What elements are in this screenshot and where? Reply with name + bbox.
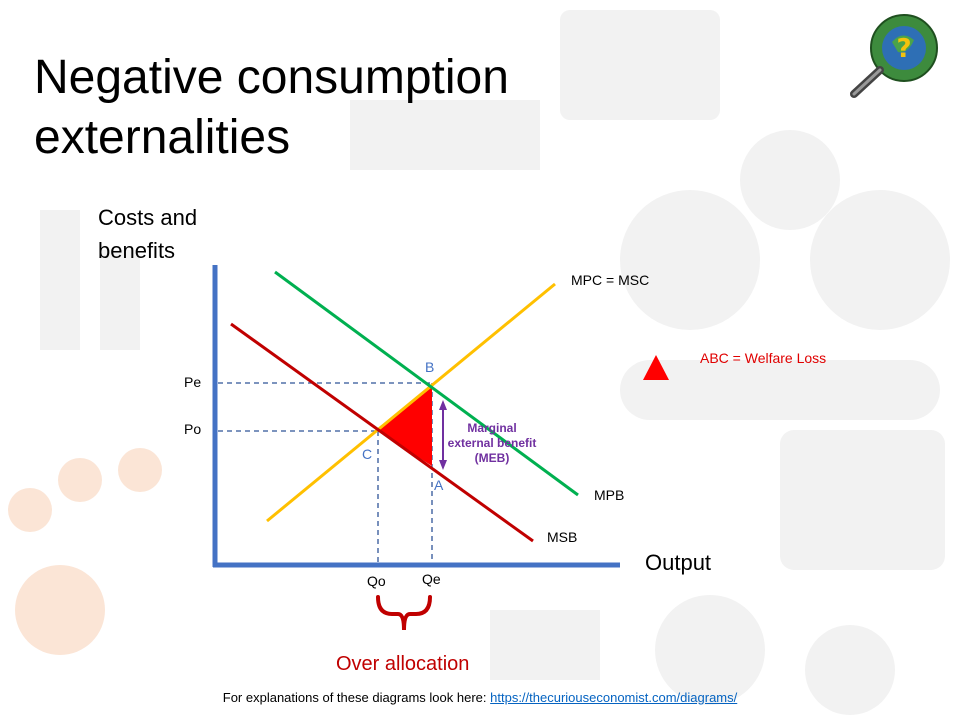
qo-label: Qo (367, 573, 386, 589)
meb-arrow (439, 400, 447, 470)
pe-label: Pe (184, 374, 202, 390)
po-label: Po (184, 421, 202, 437)
mpc-msc-curve (266, 282, 556, 523)
meb-label: Marginal external benefit (MEB) (447, 421, 537, 465)
over-allocation-label: Over allocation (336, 653, 470, 675)
welfare-loss-legend: ABC = Welfare Loss (700, 350, 827, 366)
over-allocation-brace (376, 595, 432, 631)
legend-triangle-icon (643, 355, 669, 380)
svg-text:?: ? (896, 34, 911, 64)
welfare-loss-triangle (378, 387, 432, 466)
diagrams-link[interactable]: https://thecuriouseconomist.com/diagrams… (490, 690, 738, 705)
point-a-label: A (434, 477, 444, 493)
x-axis-label: Output (645, 550, 712, 575)
y-axis-label: Costs and benefits (98, 205, 198, 263)
mpc-msc-label: MPC = MSC (571, 272, 650, 288)
point-b-label: B (425, 359, 435, 375)
mpb-label: MPB (594, 487, 625, 503)
msb-curve (230, 322, 534, 543)
footer: For explanations of these diagrams look … (0, 690, 960, 705)
slide-title: Negative consumption externalities (34, 51, 509, 164)
footer-text: For explanations of these diagrams look … (222, 690, 487, 705)
curious-economist-logo: ? (850, 14, 938, 98)
mpb-curve (274, 270, 579, 497)
qe-label: Qe (422, 571, 441, 587)
point-c-label: C (362, 446, 373, 462)
msb-label: MSB (547, 529, 578, 545)
